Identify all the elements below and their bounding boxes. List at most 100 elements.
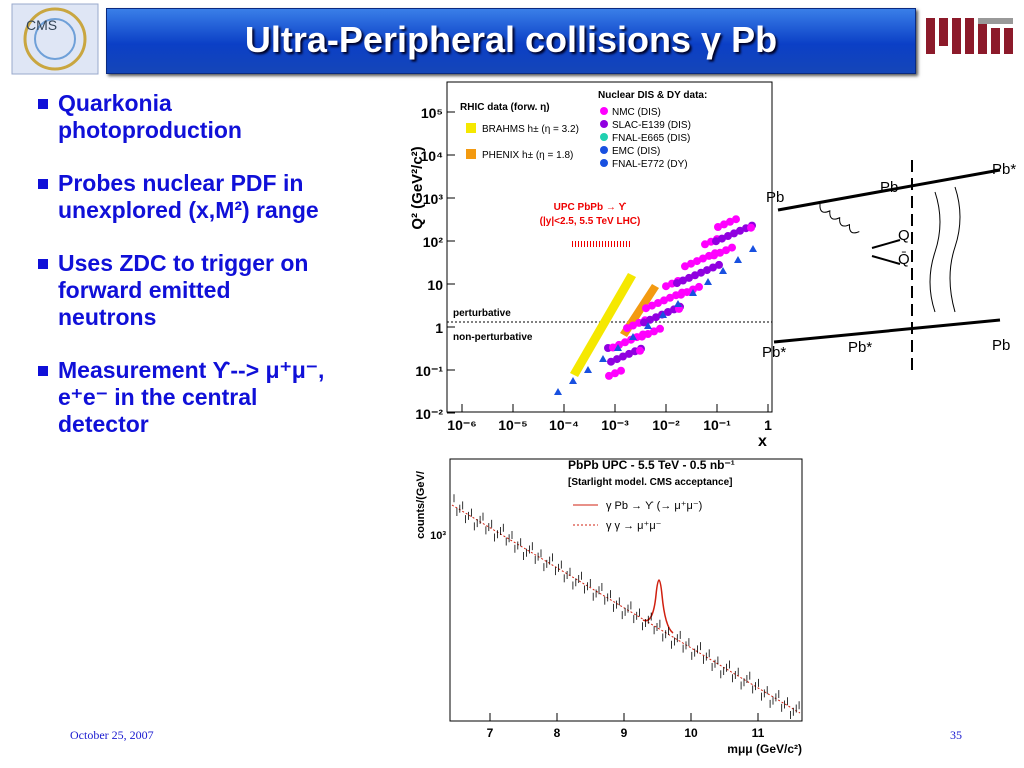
emc-point [749, 245, 757, 252]
nmc-point [660, 296, 668, 305]
bullet-line: Quarkonia [58, 90, 172, 116]
nmc-point [638, 332, 646, 341]
nmc-point [623, 324, 631, 333]
nmc-point [728, 243, 736, 252]
page-number: 35 [950, 728, 962, 742]
x-tick-label: 10⁻³ [601, 417, 629, 433]
legend-label: NMC (DIS) [612, 107, 661, 118]
legend-label: PHENIX h± (η = 1.8) [482, 150, 573, 161]
bullet-line: unexplored (x,M²) range [58, 197, 319, 223]
antiquark [871, 255, 901, 265]
y-tick-label: 10⁴ [421, 148, 444, 164]
title-bar: Ultra-Peripheral collisions γ Pb [106, 8, 916, 74]
x-tick-label: 9 [621, 726, 628, 740]
bullet: Measurement ϒ--> μ⁺μ⁻, e⁺e⁻ in the centra… [36, 357, 396, 438]
x-tick-label: 10⁻² [652, 417, 680, 433]
nmc-point [681, 262, 689, 271]
nmc-point [619, 352, 627, 361]
plot-subtitle: [Starlight model. CMS acceptance] [568, 477, 732, 488]
nmc-point [714, 223, 722, 231]
mass-spectrum-figure: PbPb UPC - 5.5 TeV - 0.5 nb⁻¹ [Starlight … [415, 458, 803, 756]
emc-point [644, 322, 652, 329]
legend-marker [600, 159, 608, 167]
x-tick-label: 10⁻⁴ [549, 417, 579, 433]
y-axis-label: counts/(GeV/ [415, 471, 427, 539]
nmc-point [636, 346, 644, 355]
nmc-point [703, 266, 711, 275]
nmc-point [691, 271, 699, 280]
footer-date: October 25, 2007 [70, 728, 154, 742]
emc-point [629, 333, 637, 340]
emc-point [554, 388, 562, 395]
nmc-point [646, 315, 654, 324]
bullet-line: neutrons [58, 304, 157, 330]
bullet-line: detector [58, 411, 149, 437]
nmc-point [666, 293, 674, 302]
legend-marker [600, 146, 608, 154]
emc-point [584, 366, 592, 373]
y-tick-label: 10² [423, 234, 444, 250]
gluon-2 [949, 186, 961, 313]
x-axis-label: x [758, 433, 767, 450]
nmc-point [652, 313, 660, 322]
x-tick-label: 1 [764, 417, 772, 433]
nmc-point [650, 327, 658, 336]
upc-label: (|y|<2.5, 5.5 TeV LHC) [540, 216, 641, 227]
bullet-list: Quarkonia photoproduction Probes nuclear P… [36, 90, 396, 464]
legend-label: γ Pb → ϒ (→ μ⁺μ⁻) [606, 500, 702, 512]
emc-point [719, 267, 727, 274]
x-tick-label: 10 [684, 726, 698, 740]
y-tick-label: 10⁻¹ [415, 363, 443, 379]
emc-point [569, 377, 577, 384]
quark [871, 239, 901, 249]
nmc-point [656, 324, 664, 333]
nmc-point [605, 371, 613, 380]
nmc-point [701, 240, 709, 249]
nmc-point [736, 226, 744, 235]
pb-in-top [777, 168, 1001, 212]
nmc-point [712, 237, 720, 246]
slide-title: Ultra-Peripheral collisions γ Pb [244, 19, 778, 60]
legend-marker [600, 120, 608, 128]
particle-label: Pb* [992, 161, 1016, 178]
bullet-line: forward emitted [58, 277, 231, 303]
emc-point [734, 256, 742, 263]
nmc-point [747, 223, 755, 232]
legend-label: FNAL-E665 (DIS) [612, 133, 690, 144]
particle-label: Q [898, 227, 910, 244]
cms-logo: CMS [11, 3, 99, 75]
y-tick-label: 10⁻² [415, 406, 443, 422]
nmc-point [607, 357, 615, 366]
bullet-line: Measurement ϒ--> μ⁺μ⁻, [58, 357, 325, 383]
emc-point [674, 300, 682, 307]
x-tick-label: 10⁻⁵ [498, 417, 528, 433]
nmc-point [687, 259, 695, 268]
nmc-point [679, 276, 687, 285]
y-tick-label: 1 [435, 320, 443, 336]
nmc-point [709, 263, 717, 272]
pb-in-bottom [773, 318, 1001, 344]
bullet-line: e⁺e⁻ in the central [58, 384, 258, 410]
nmc-point [730, 229, 738, 238]
nmc-point [697, 268, 705, 277]
legend-marker [600, 133, 608, 141]
emc-point [614, 344, 622, 351]
nmc-point [716, 248, 724, 257]
legend-label: SLAC-E139 (DIS) [612, 120, 691, 131]
legend-swatch [466, 149, 476, 159]
nmc-point [726, 217, 734, 226]
nmc-point [648, 301, 656, 310]
legend-label: γ γ → μ⁺μ⁻ [606, 520, 662, 532]
nmc-point [654, 299, 662, 307]
rhic-title: RHIC data (forw. η) [460, 102, 550, 113]
nmc-point [644, 330, 652, 338]
nmc-point [662, 282, 670, 291]
bullet: Probes nuclear PDF in unexplored (x,M²) r… [36, 170, 396, 224]
nmc-point [693, 257, 701, 266]
nmc-point [720, 220, 728, 229]
nmc-point [724, 232, 732, 240]
nuclear-title: Nuclear DIS & DY data: [598, 90, 707, 101]
emc-point [599, 355, 607, 362]
y-tick-label: 10³ [423, 191, 444, 207]
nmc-point [611, 369, 619, 378]
